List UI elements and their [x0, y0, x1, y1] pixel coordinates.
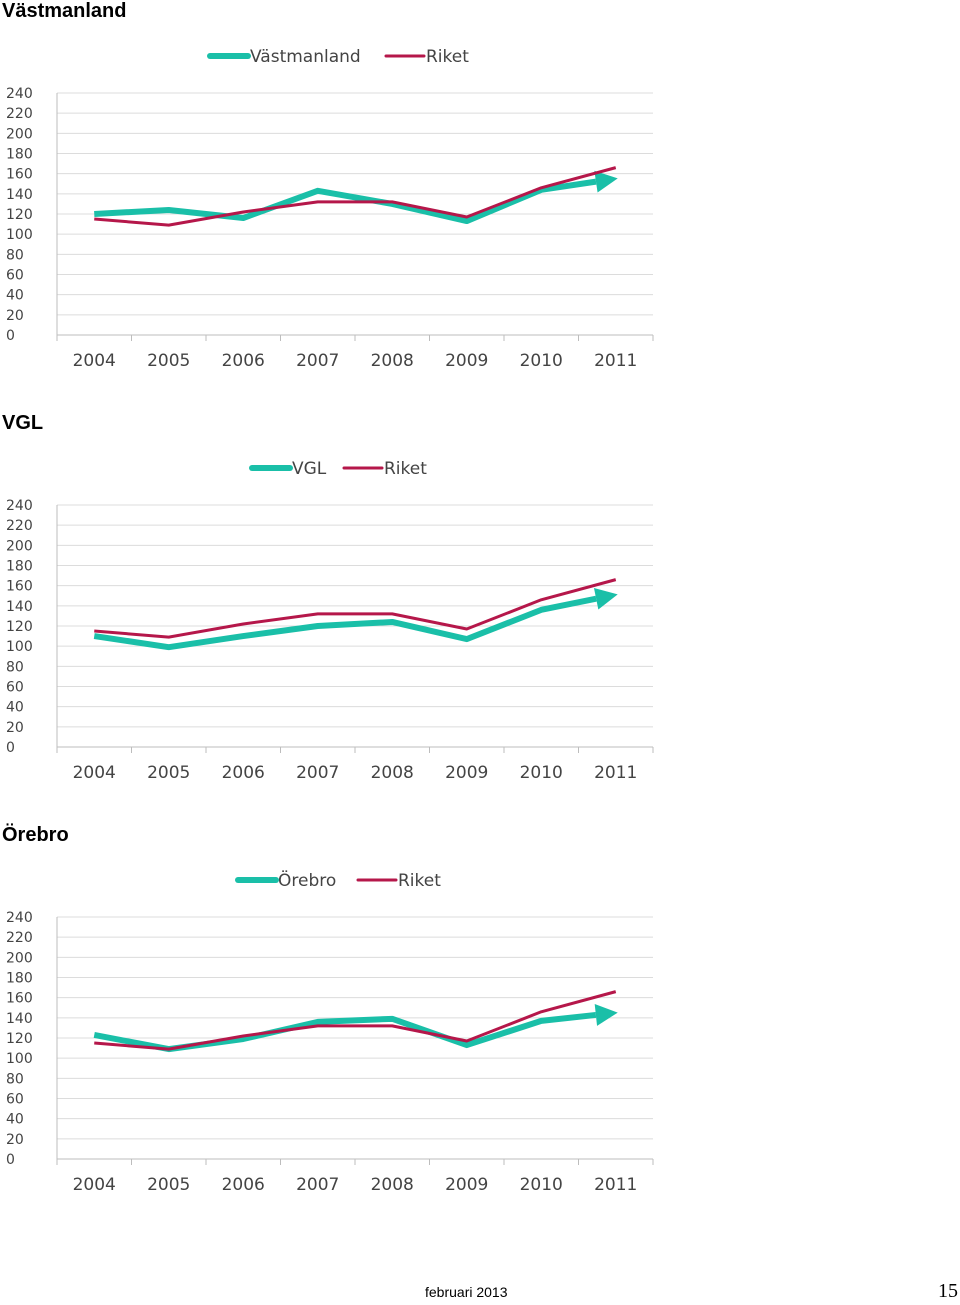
x-tick-label: 2009 [445, 1175, 488, 1195]
x-tick-label: 2011 [594, 1175, 637, 1195]
y-tick-label: 40 [6, 1112, 24, 1128]
y-tick-label: 40 [6, 700, 24, 716]
x-tick-label: 2007 [296, 1175, 339, 1195]
series-line [94, 990, 617, 1051]
x-tick-label: 2004 [73, 1175, 116, 1195]
y-tick-label: 200 [6, 126, 33, 142]
y-tick-label: 80 [6, 1071, 24, 1087]
chart-title-vastmanland: Västmanland [2, 0, 127, 22]
x-tick-label: 2007 [296, 351, 339, 371]
footer-date: februari 2013 [425, 1284, 508, 1300]
legend-label: VGL [292, 459, 327, 479]
y-tick-label: 0 [6, 1152, 15, 1168]
series-line [93, 595, 597, 651]
chart-vastmanland: 0 20 40 60 80 100 120 140 160 180 200 220 240 2004 200… [0, 40, 700, 430]
y-tick-label: 0 [6, 328, 15, 344]
y-tick-label: 60 [6, 268, 24, 284]
y-tick-label: 100 [6, 1051, 33, 1067]
y-tick-label: 220 [6, 518, 33, 534]
y-tick-label: 20 [6, 1132, 24, 1148]
chart-vgl: 0 20 40 60 80 100 120 140 160 180 200 220 240 2004 200… [0, 452, 700, 842]
y-tick-label: 180 [6, 147, 33, 163]
series-line [94, 578, 617, 639]
legend-label: Örebro [278, 869, 336, 891]
y-tick-label: 20 [6, 720, 24, 736]
x-tick-label: 2004 [73, 763, 116, 783]
x-tick-label: 2009 [445, 351, 488, 371]
y-tick-label: 20 [6, 308, 24, 324]
y-tick-label: 100 [6, 227, 33, 243]
y-tick-label: 140 [6, 1011, 33, 1027]
x-tick-label: 2010 [520, 763, 563, 783]
chart-svg-vgl: 0 20 40 60 80 100 120 140 160 180 200 220 240 2004 200… [6, 459, 654, 783]
chart-svg-orebro: 0 20 40 60 80 100 120 140 160 180 200 220 240 2004 200… [6, 869, 654, 1195]
y-tick-label: 60 [6, 680, 24, 696]
y-tick-label: 0 [6, 740, 15, 756]
y-tick-label: 160 [6, 579, 33, 595]
y-tick-label: 180 [6, 559, 33, 575]
y-tick-label: 200 [6, 538, 33, 554]
y-tick-label: 120 [6, 619, 33, 635]
chart-svg-vastmanland: 0 20 40 60 80 100 120 140 160 180 200 220 240 2004 200… [6, 47, 654, 371]
x-tick-label: 2005 [147, 763, 190, 783]
y-tick-label: 200 [6, 950, 33, 966]
legend-label: Riket [384, 459, 427, 479]
x-tick-label: 2006 [222, 1175, 265, 1195]
chart-title-vgl: VGL [2, 412, 44, 434]
x-tick-label: 2008 [371, 351, 414, 371]
page-number: 15 [938, 1280, 958, 1302]
trend-arrowhead [593, 587, 618, 610]
y-tick-label: 60 [6, 1092, 24, 1108]
y-tick-label: 220 [6, 106, 33, 122]
x-tick-label: 2010 [520, 351, 563, 371]
chart-orebro: 0 20 40 60 80 100 120 140 160 180 200 220 240 2004 200… [0, 864, 700, 1254]
x-tick-label: 2008 [371, 763, 414, 783]
y-tick-label: 220 [6, 930, 33, 946]
legend-label: Riket [426, 47, 469, 67]
series-line [94, 178, 597, 225]
chart-title-orebro: Örebro [2, 824, 69, 846]
y-tick-label: 40 [6, 288, 24, 304]
x-tick-label: 2004 [73, 351, 116, 371]
x-tick-label: 2007 [296, 763, 339, 783]
y-tick-label: 120 [6, 1031, 33, 1047]
x-tick-label: 2011 [594, 763, 637, 783]
y-tick-label: 140 [6, 599, 33, 615]
series-line [94, 166, 617, 227]
x-tick-label: 2010 [520, 1175, 563, 1195]
y-tick-label: 240 [6, 910, 33, 926]
x-tick-label: 2006 [222, 763, 265, 783]
trend-arrowhead [594, 170, 618, 193]
trend-arrowhead [594, 1004, 618, 1026]
y-tick-label: 120 [6, 207, 33, 223]
y-tick-label: 240 [6, 86, 33, 102]
legend-label: Riket [398, 871, 441, 891]
x-tick-label: 2006 [222, 351, 265, 371]
y-tick-label: 240 [6, 498, 33, 514]
y-tick-label: 160 [6, 167, 33, 183]
y-tick-label: 160 [6, 991, 33, 1007]
y-tick-label: 100 [6, 639, 33, 655]
x-tick-label: 2005 [147, 1175, 190, 1195]
y-tick-label: 180 [6, 971, 33, 987]
x-tick-label: 2008 [371, 1175, 414, 1195]
x-tick-label: 2011 [594, 351, 637, 371]
y-tick-label: 80 [6, 659, 24, 675]
y-tick-label: 140 [6, 187, 33, 203]
legend-label: Västmanland [250, 47, 361, 67]
x-tick-label: 2005 [147, 351, 190, 371]
x-tick-label: 2009 [445, 763, 488, 783]
y-tick-label: 80 [6, 247, 24, 263]
